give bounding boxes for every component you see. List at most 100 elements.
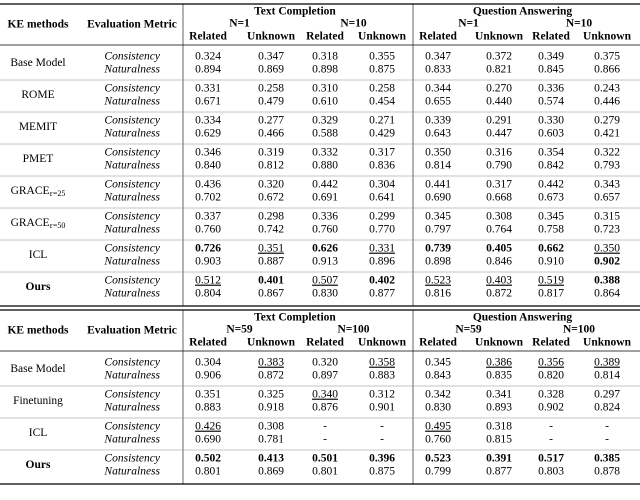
metric-name: Naturalness (103, 128, 160, 140)
method-label: ICL (29, 427, 48, 439)
cell-value: 0.436 (195, 179, 221, 191)
metric-name: Naturalness (103, 160, 160, 172)
cell-value: 0.672 (258, 192, 284, 204)
cell-value: 0.304 (195, 357, 221, 369)
cell-value: 0.574 (538, 96, 564, 108)
cell-value: 0.512 (195, 275, 221, 287)
cell-value: 0.304 (369, 179, 395, 191)
metric-name: Naturalness (103, 402, 160, 414)
cell-value: 0.402 (369, 275, 395, 287)
cell-value: 0.918 (258, 402, 284, 414)
cell-value: 0.315 (594, 211, 620, 223)
metric-name: Consistency (104, 357, 160, 369)
cell-value: 0.726 (195, 243, 221, 255)
cell-value: 0.507 (312, 275, 338, 287)
cell-value: 0.815 (486, 434, 512, 446)
cell-value: 0.334 (195, 115, 221, 127)
cell-value: - (549, 421, 553, 433)
cell-value: 0.883 (369, 370, 395, 382)
cell-value: 0.316 (486, 147, 512, 159)
cell-value: 0.814 (425, 160, 451, 172)
cell-value: 0.479 (258, 96, 284, 108)
cell-value: 0.466 (258, 128, 284, 140)
cell-value: 0.864 (594, 288, 620, 300)
method-label: ICL (29, 249, 48, 261)
method-label: Ours (26, 459, 51, 471)
subgroup-label: N=10 (566, 18, 593, 30)
cell-value: 0.312 (369, 389, 395, 401)
cell-value: 0.385 (594, 453, 620, 465)
cell-value: - (380, 434, 384, 446)
cell-value: 0.396 (369, 453, 395, 465)
cell-value: 0.297 (594, 389, 620, 401)
cell-value: 0.403 (486, 275, 512, 287)
cell-value: 0.898 (312, 64, 338, 76)
metric-name: Consistency (104, 211, 160, 223)
cell-value: 0.350 (594, 243, 620, 255)
cell-value: 0.835 (486, 370, 512, 382)
cell-value: 0.913 (312, 256, 338, 268)
cell-value: 0.877 (369, 288, 395, 300)
cell-value: 0.342 (425, 389, 451, 401)
cell-value: 0.329 (312, 115, 338, 127)
cell-value: 0.723 (594, 224, 620, 236)
cell-value: - (549, 434, 553, 446)
cell-value: - (380, 421, 384, 433)
cell-value: 0.671 (195, 96, 221, 108)
cell-value: 0.523 (425, 453, 451, 465)
cell-value: 0.339 (425, 115, 451, 127)
cell-value: 0.821 (486, 64, 512, 76)
method-label: GRACE (11, 217, 50, 229)
cell-value: 0.801 (195, 466, 221, 478)
column-label: Unknown (583, 31, 632, 43)
cell-value: 0.803 (538, 466, 564, 478)
method-name: Base Model (10, 57, 65, 69)
cell-value: 0.872 (258, 370, 284, 382)
method-name: Ours (26, 459, 51, 471)
column-label: Related (532, 337, 570, 349)
cell-value: 0.519 (538, 275, 564, 287)
metric-name: Naturalness (103, 256, 160, 268)
group-title: Question Answering (473, 6, 573, 18)
cell-value: 0.391 (486, 453, 512, 465)
cell-value: 0.349 (538, 51, 564, 63)
cell-value: 0.440 (486, 96, 512, 108)
metric-name: Consistency (104, 243, 160, 255)
method-subscript: ε=50 (50, 221, 66, 230)
cell-value: 0.388 (594, 275, 620, 287)
column-label: Unknown (358, 31, 407, 43)
cell-value: 0.347 (258, 51, 284, 63)
metric-name: Naturalness (103, 192, 160, 204)
cell-value: 0.341 (486, 389, 512, 401)
cell-value: 0.878 (594, 466, 620, 478)
cell-value: 0.447 (486, 128, 512, 140)
cell-value: 0.896 (369, 256, 395, 268)
cell-value: 0.299 (369, 211, 395, 223)
group-title: Text Completion (254, 312, 336, 324)
cell-value: 0.643 (425, 128, 451, 140)
cell-value: 0.308 (486, 211, 512, 223)
cell-value: 0.845 (538, 64, 564, 76)
cell-value: 0.446 (594, 96, 620, 108)
cell-value: 0.441 (425, 179, 451, 191)
cell-value: 0.799 (425, 466, 451, 478)
cell-value: 0.901 (369, 402, 395, 414)
cell-value: 0.673 (538, 192, 564, 204)
column-label: Related (189, 31, 227, 43)
cell-value: 0.429 (369, 128, 395, 140)
cell-value: 0.887 (258, 256, 284, 268)
cell-value: 0.340 (312, 389, 338, 401)
method-name: GRACEε=50 (11, 217, 66, 230)
cell-value: 0.298 (258, 211, 284, 223)
column-label: Related (532, 31, 570, 43)
cell-value: 0.880 (312, 160, 338, 172)
column-label: Unknown (247, 337, 296, 349)
method-name: Ours (26, 281, 51, 293)
cell-value: 0.793 (594, 160, 620, 172)
column-label: Unknown (358, 337, 407, 349)
cell-value: 0.655 (425, 96, 451, 108)
cell-value: 0.820 (538, 370, 564, 382)
cell-value: 0.629 (195, 128, 221, 140)
cell-value: 0.442 (312, 179, 338, 191)
cell-value: 0.770 (369, 224, 395, 236)
